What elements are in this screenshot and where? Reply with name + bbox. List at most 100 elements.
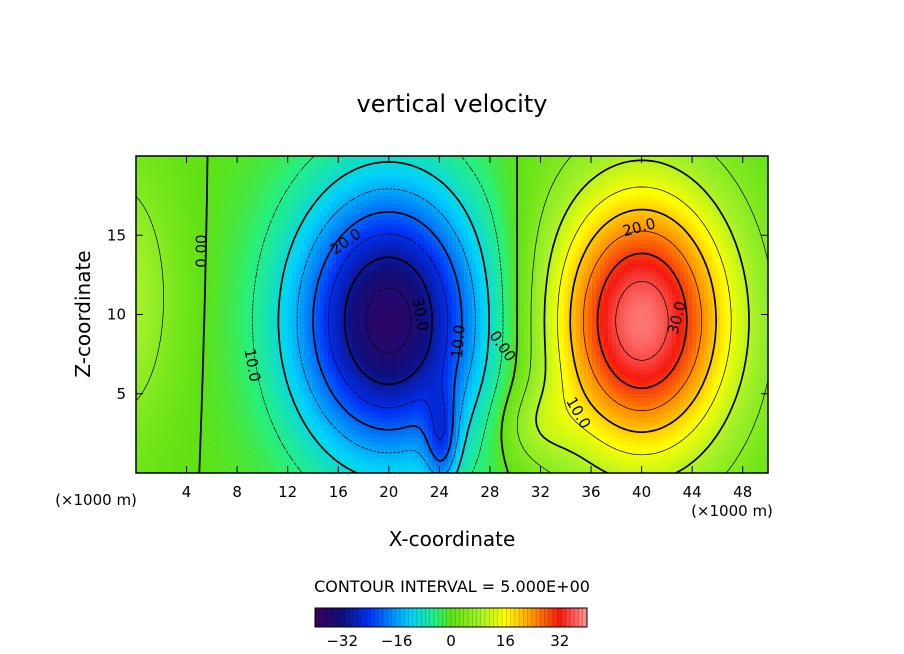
field-cell bbox=[224, 354, 229, 359]
field-cell bbox=[332, 409, 337, 415]
field-cell bbox=[600, 377, 605, 383]
field-cell bbox=[592, 369, 597, 375]
field-cell bbox=[156, 461, 161, 466]
field-cell bbox=[724, 437, 729, 442]
field-cell bbox=[168, 437, 173, 442]
field-cell bbox=[624, 373, 629, 379]
field-cell bbox=[624, 389, 629, 395]
field-cell bbox=[600, 369, 605, 375]
field-cell bbox=[472, 409, 477, 415]
field-cell bbox=[496, 433, 501, 438]
field-cell bbox=[580, 377, 585, 383]
field-cell bbox=[376, 437, 381, 442]
field-cell bbox=[300, 413, 305, 419]
field-cell bbox=[576, 457, 581, 462]
field-cell bbox=[664, 429, 669, 434]
field-cell bbox=[336, 461, 341, 466]
field-cell bbox=[732, 405, 737, 411]
field-cell bbox=[476, 373, 481, 379]
field-cell bbox=[400, 421, 405, 427]
field-cell bbox=[376, 453, 381, 458]
field-cell bbox=[412, 389, 417, 395]
field-cell bbox=[280, 433, 285, 438]
field-cell bbox=[744, 469, 749, 473]
field-cell bbox=[160, 421, 165, 427]
field-cell bbox=[596, 377, 601, 383]
field-cell bbox=[248, 350, 253, 355]
field-cell bbox=[252, 409, 257, 415]
field-cell bbox=[600, 405, 605, 411]
field-cell bbox=[448, 433, 453, 438]
field-cell bbox=[340, 429, 345, 434]
field-cell bbox=[216, 437, 221, 442]
field-cell bbox=[680, 465, 685, 470]
field-cell bbox=[556, 389, 561, 395]
field-cell bbox=[688, 405, 693, 411]
field-cell bbox=[372, 465, 377, 470]
field-cell bbox=[512, 350, 517, 355]
field-cell bbox=[468, 354, 473, 359]
field-cell bbox=[760, 437, 765, 442]
field-cell bbox=[528, 465, 533, 470]
field-cell bbox=[328, 377, 333, 383]
field-cell bbox=[364, 449, 369, 454]
field-cell bbox=[332, 362, 337, 367]
field-cell bbox=[524, 358, 529, 363]
field-cell bbox=[672, 385, 677, 391]
field-cell bbox=[588, 369, 593, 375]
field-cell bbox=[392, 461, 397, 466]
field-cell bbox=[416, 429, 421, 434]
field-cell bbox=[520, 405, 525, 411]
field-cell bbox=[552, 389, 557, 395]
field-cell bbox=[484, 425, 489, 431]
field-cell bbox=[652, 366, 657, 371]
field-cell bbox=[432, 429, 437, 434]
field-cell bbox=[260, 433, 265, 438]
field-cell bbox=[416, 461, 421, 466]
field-cell bbox=[460, 346, 465, 351]
field-cell bbox=[136, 366, 141, 371]
field-cell bbox=[560, 366, 565, 371]
field-cell bbox=[220, 417, 225, 423]
field-cell bbox=[704, 362, 709, 367]
field-cell bbox=[512, 429, 517, 434]
field-cell bbox=[532, 393, 537, 399]
field-cell bbox=[604, 373, 609, 379]
field-cell bbox=[144, 362, 149, 367]
field-cell bbox=[456, 453, 461, 458]
field-cell bbox=[224, 362, 229, 367]
field-cell bbox=[164, 369, 169, 375]
field-cell bbox=[392, 369, 397, 375]
field-cell bbox=[652, 409, 657, 415]
field-cell bbox=[704, 385, 709, 391]
field-cell bbox=[480, 369, 485, 375]
field-cell bbox=[540, 457, 545, 462]
field-cell bbox=[376, 369, 381, 375]
field-cell bbox=[532, 397, 537, 403]
field-cell bbox=[440, 449, 445, 454]
field-cell bbox=[316, 377, 321, 383]
field-cell bbox=[600, 417, 605, 423]
field-cell bbox=[324, 469, 329, 473]
field-cell bbox=[680, 385, 685, 391]
field-cell bbox=[320, 417, 325, 423]
field-cell bbox=[236, 354, 241, 359]
field-cell bbox=[548, 373, 553, 379]
field-cell bbox=[756, 393, 761, 399]
field-cell bbox=[384, 453, 389, 458]
field-cell bbox=[364, 354, 369, 359]
field-cell bbox=[612, 449, 617, 454]
field-cell bbox=[184, 429, 189, 434]
field-cell bbox=[704, 401, 709, 407]
field-cell bbox=[520, 425, 525, 431]
field-cell bbox=[204, 358, 209, 363]
field-cell bbox=[476, 358, 481, 363]
field-cell bbox=[764, 461, 768, 466]
field-cell bbox=[712, 366, 717, 371]
field-cell bbox=[700, 445, 705, 450]
field-cell bbox=[260, 350, 265, 355]
field-cell bbox=[472, 381, 477, 387]
field-cell bbox=[244, 453, 249, 458]
field-cell bbox=[376, 401, 381, 407]
field-cell bbox=[628, 405, 633, 411]
